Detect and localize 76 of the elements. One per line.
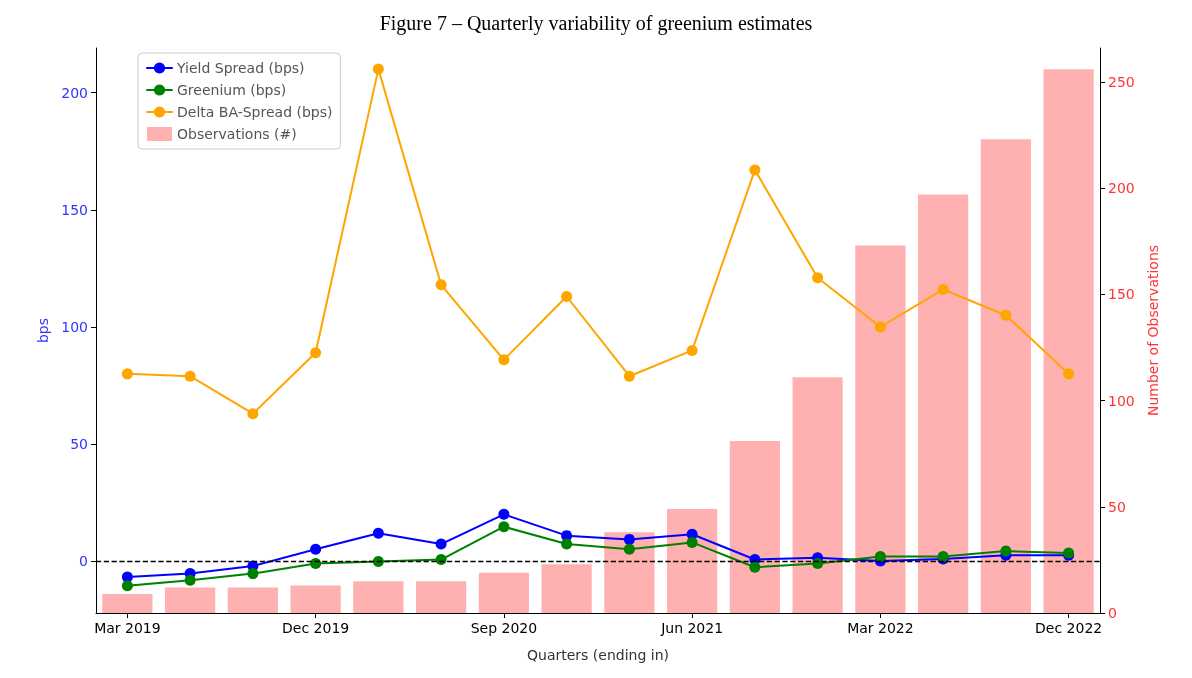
y2-axis-title: Number of Observations — [1144, 244, 1161, 417]
legend-label: Greenium (bps) — [177, 82, 287, 98]
point — [435, 538, 447, 550]
point — [623, 543, 635, 555]
bar — [102, 593, 153, 613]
bar — [290, 585, 341, 613]
point — [561, 538, 573, 550]
point — [372, 527, 384, 539]
point — [310, 558, 322, 570]
point — [874, 551, 886, 562]
y2-tick-label: 150 — [1108, 286, 1135, 303]
y-tick-label: 50 — [70, 436, 88, 453]
point — [184, 574, 196, 586]
point — [247, 408, 259, 420]
y-tick-label: 100 — [61, 318, 88, 335]
y2-tick-label: 100 — [1108, 392, 1135, 409]
point — [1000, 309, 1012, 321]
x-tick-label: Mar 2022 — [847, 620, 914, 636]
y2-tick-label: 0 — [1108, 605, 1117, 621]
point — [749, 561, 761, 573]
point — [937, 283, 949, 295]
bar — [541, 564, 592, 613]
point — [184, 370, 196, 382]
point — [498, 508, 510, 520]
bar — [353, 581, 404, 613]
point — [623, 370, 635, 382]
x-axis-title: Quarters (ending in) — [527, 647, 669, 663]
point — [121, 580, 133, 592]
bar — [918, 194, 969, 613]
point — [686, 536, 698, 548]
point — [372, 63, 384, 75]
point — [121, 571, 133, 583]
bar — [667, 508, 718, 613]
x-tick-label: Dec 2019 — [282, 620, 350, 636]
point — [372, 555, 384, 567]
legend-label: Yield Spread (bps) — [176, 60, 305, 76]
legend-label: Delta BA-Spread (bps) — [177, 104, 333, 120]
point — [812, 558, 824, 570]
point — [1063, 368, 1075, 380]
y2-tick-label: 200 — [1108, 180, 1135, 197]
legend-label: Observations (#) — [177, 126, 297, 142]
point — [874, 321, 886, 333]
point — [561, 291, 573, 302]
chart-title: Figure 7 – Quarterly variability of greenium estimates — [379, 12, 813, 35]
y-axis-title: bps — [35, 317, 52, 344]
bar — [165, 587, 216, 613]
bar — [855, 245, 906, 613]
x-tick-label: Dec 2022 — [1035, 620, 1103, 636]
point — [310, 543, 322, 555]
point — [435, 279, 447, 291]
point — [1000, 545, 1012, 557]
y-tick-label: 0 — [79, 553, 88, 570]
bar — [227, 587, 278, 613]
y-tick-label: 150 — [61, 201, 88, 218]
bar — [416, 581, 467, 613]
bar — [1043, 69, 1094, 613]
point — [749, 164, 761, 176]
x-tick-label: Sep 2020 — [470, 620, 538, 636]
point — [435, 554, 447, 566]
point — [121, 368, 133, 380]
point — [686, 344, 698, 356]
bar — [729, 440, 780, 613]
bar — [980, 139, 1031, 613]
y2-tick-label: 250 — [1108, 73, 1135, 90]
point — [623, 533, 635, 545]
x-tick-label: Mar 2019 — [94, 620, 161, 636]
y2-tick-label: 50 — [1108, 498, 1126, 515]
y-tick-label: 200 — [61, 84, 88, 101]
point — [247, 568, 259, 580]
point — [812, 272, 824, 284]
point — [498, 521, 510, 533]
point — [498, 354, 510, 366]
bar — [478, 572, 529, 613]
x-tick-label: Jun 2021 — [660, 620, 724, 636]
point — [310, 347, 322, 359]
bar — [792, 377, 843, 613]
